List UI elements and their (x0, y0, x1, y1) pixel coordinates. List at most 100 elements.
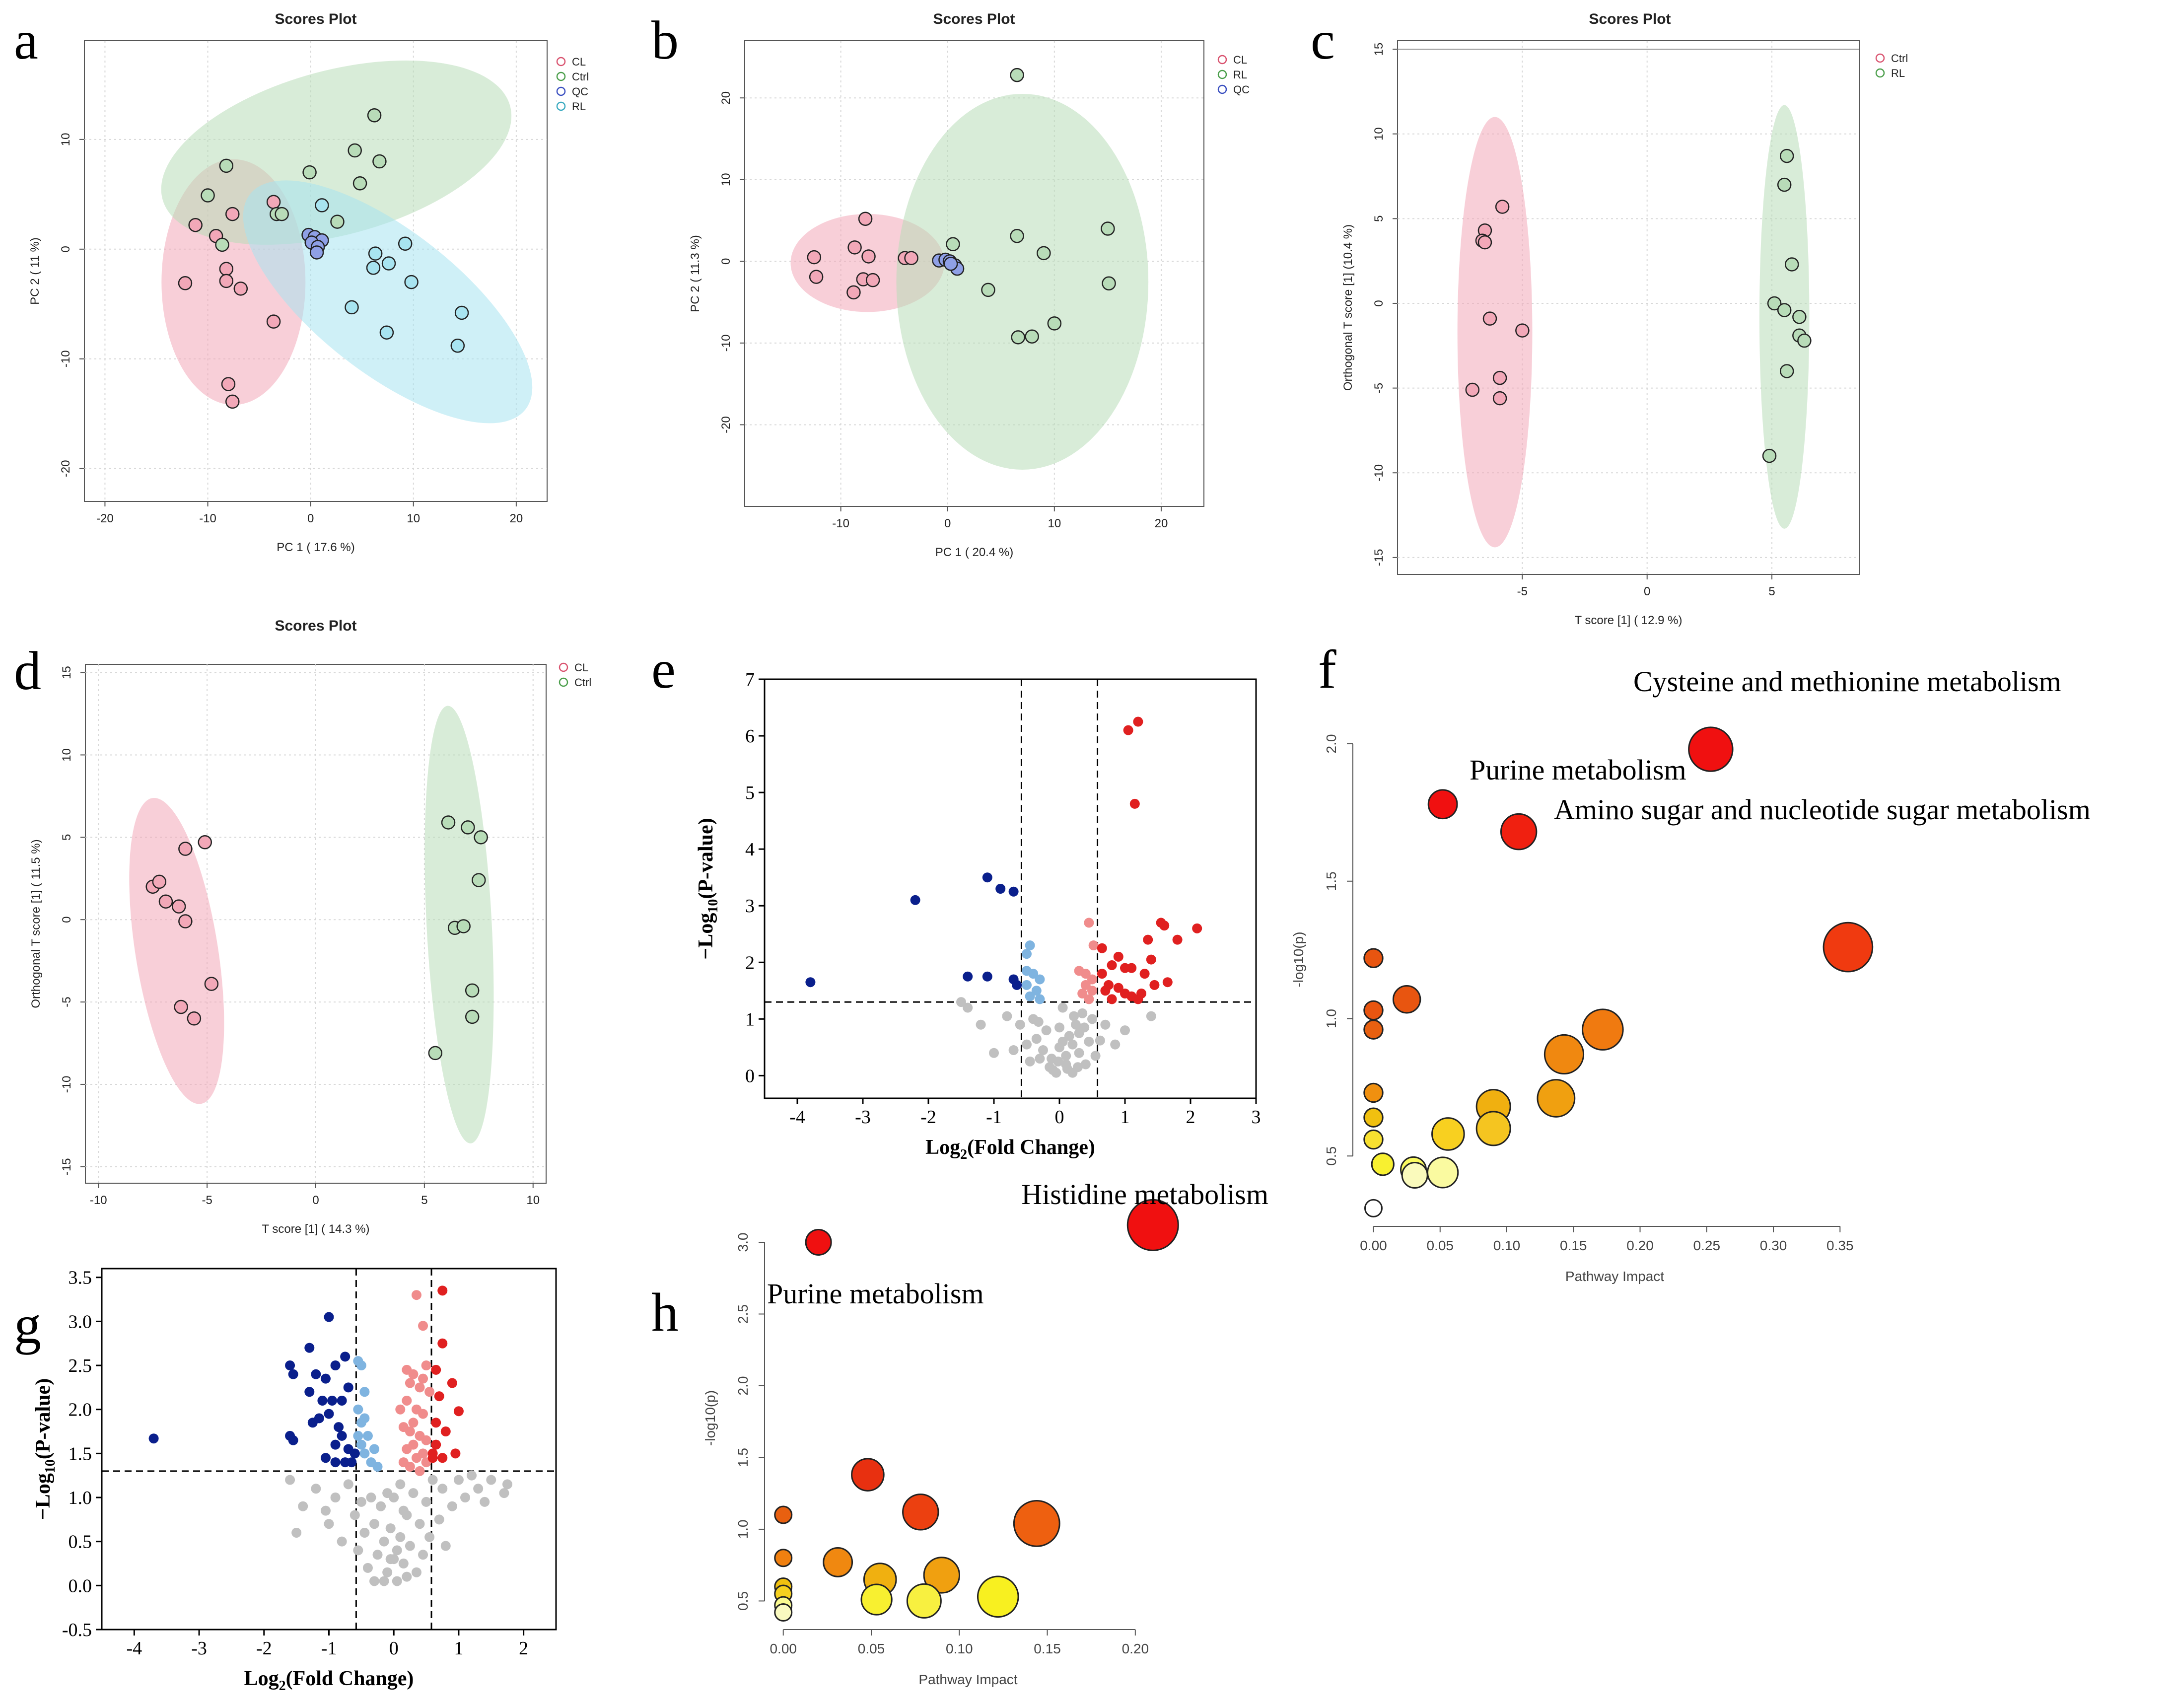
volcano-point-up-weak (1087, 974, 1097, 985)
volcano-point-not-significant (395, 1479, 406, 1490)
score-point-rl (1777, 303, 1792, 317)
x-tick-label: 10 (526, 1194, 540, 1207)
y-tick-label: 1 (745, 1009, 755, 1030)
volcano-point-not-significant (1061, 1051, 1071, 1061)
volcano-point-not-significant (320, 1505, 331, 1516)
score-point-ctrl (219, 158, 234, 173)
y-tick-label: 0 (745, 1066, 755, 1086)
score-point-cl (219, 262, 234, 276)
volcano-point-not-significant (418, 1550, 428, 1560)
volcano-point-not-significant (1095, 1035, 1105, 1046)
volcano-point-not-significant (330, 1493, 341, 1503)
pathway-bubble (1363, 1107, 1384, 1128)
volcano-point-up-strong (453, 1406, 464, 1417)
volcano-point-not-significant (1110, 1039, 1121, 1050)
score-point-cl (904, 251, 918, 265)
y-tick-label: 0.0 (69, 1575, 92, 1596)
pathway-bubble (1582, 1008, 1624, 1051)
volcano-point-not-significant (1079, 1022, 1090, 1033)
chart-title: Scores Plot (275, 618, 356, 634)
score-point-ctrl (472, 873, 486, 887)
volcano-point-not-significant (405, 1541, 415, 1551)
volcano-point-not-significant (285, 1475, 295, 1485)
volcano-point-up-strong (431, 1439, 441, 1450)
volcano-point-down-strong (320, 1453, 331, 1463)
pathway-bubble (1543, 1034, 1585, 1075)
pathway-annotation: Purine metabolism (767, 1278, 984, 1310)
pathway-bubble (1363, 1082, 1384, 1103)
score-point-rl (1777, 177, 1792, 192)
y-tick-label: 0 (1372, 300, 1386, 306)
y-tick-label: 0 (59, 246, 72, 252)
plot-area (129, 706, 494, 1143)
volcano-point-not-significant (382, 1567, 393, 1577)
score-point-rl (1102, 276, 1116, 290)
legend-label: RL (1233, 69, 1247, 81)
legend-label: QC (572, 85, 588, 98)
y-tick-label: 1.5 (735, 1448, 751, 1467)
score-point-cl (178, 914, 193, 928)
volcano-point-not-significant (366, 1493, 376, 1503)
score-point-ctrl (456, 919, 471, 933)
volcano-point-not-significant (1084, 1036, 1094, 1047)
score-point-rl (946, 237, 960, 252)
legend-label: CL (572, 56, 586, 68)
score-point-cl (171, 899, 186, 914)
volcano-point-not-significant (424, 1532, 435, 1542)
pathway-bubble (1688, 726, 1734, 772)
volcano-point-not-significant (359, 1527, 370, 1538)
chart-title: Scores Plot (1589, 11, 1671, 27)
volcano-point-up-weak (415, 1382, 425, 1393)
panel-label-b: b (651, 10, 679, 71)
volcano-point-not-significant (1064, 1031, 1074, 1041)
volcano-point-up-strong (1126, 963, 1137, 973)
volcano-point-down-weak (1035, 994, 1045, 1004)
volcano-point-not-significant (1057, 1036, 1068, 1047)
x-tick-label: -2 (256, 1638, 272, 1659)
y-axis-label: PC 2 ( 11 %) (28, 237, 42, 305)
score-point-rl (398, 236, 413, 251)
pathway-bubble (774, 1505, 793, 1524)
legend-label: Ctrl (572, 71, 589, 83)
y-tick-label: 2.5 (735, 1304, 751, 1324)
legend-label: CL (1233, 54, 1247, 66)
x-axis-label: T score [1] ( 12.9 %) (1575, 614, 1683, 627)
y-tick-label: -20 (59, 460, 72, 477)
volcano-point-down-weak (1022, 980, 1032, 990)
volcano-point-not-significant (1057, 1002, 1068, 1013)
x-tick-label: 0.35 (1826, 1238, 1854, 1253)
pathway-bubble (1823, 922, 1874, 973)
volcano-point-down-strong (995, 884, 1006, 894)
y-tick-label: 20 (719, 91, 733, 105)
volcano-point-up-weak (405, 1378, 415, 1388)
volcano-point-up-weak (1077, 989, 1088, 998)
y-axis-label: −Log10(P-value) (695, 818, 721, 959)
y-tick-label: 15 (60, 666, 73, 679)
volcano-point-not-significant (1077, 1008, 1088, 1018)
x-axis-label: Log2(Fold Change) (244, 1667, 414, 1694)
x-tick-label: 0.25 (1693, 1238, 1721, 1253)
pathway-bubble (1431, 1117, 1465, 1151)
volcano-point-down-strong (982, 872, 992, 883)
score-point-rl (1025, 329, 1039, 344)
score-point-rl (366, 261, 381, 275)
volcano-point-down-strong (304, 1343, 315, 1353)
legend-label: RL (572, 100, 586, 113)
score-point-ctrl (275, 207, 289, 221)
score-point-cl (847, 240, 862, 255)
x-tick-label: 10 (1048, 517, 1061, 530)
score-point-ctrl (1492, 391, 1507, 406)
volcano-point-up-strong (1113, 951, 1123, 962)
volcano-point-down-weak (356, 1439, 366, 1450)
panel-label-e: e (651, 639, 676, 700)
volcano-point-down-strong (1012, 980, 1022, 990)
volcano-point-down-strong (327, 1395, 338, 1406)
x-tick-label: -3 (191, 1638, 207, 1659)
score-point-ctrl (372, 154, 387, 169)
volcano-point-not-significant (350, 1510, 360, 1520)
x-tick-label: -1 (321, 1638, 337, 1659)
pathway-bubble (1126, 1199, 1179, 1251)
x-tick-label: 0 (312, 1194, 319, 1207)
legend-marker (556, 86, 566, 96)
volcano-point-not-significant (956, 997, 966, 1007)
